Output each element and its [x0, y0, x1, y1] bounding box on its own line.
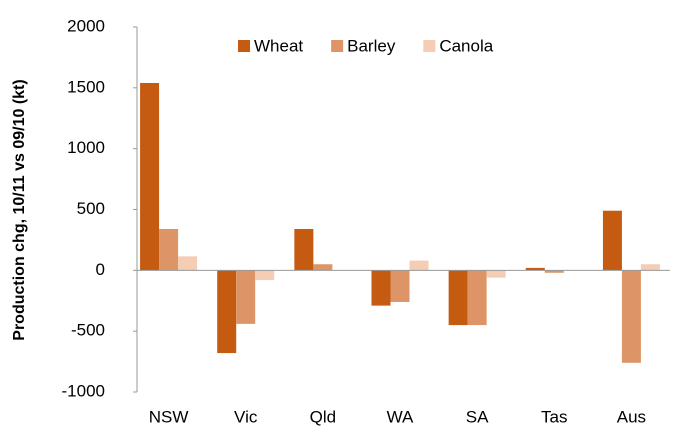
x-tick-label: Tas	[541, 407, 567, 426]
bar	[602, 210, 622, 271]
bar	[159, 228, 179, 271]
y-tick-label: -500	[71, 321, 105, 340]
legend-label: Wheat	[254, 36, 303, 55]
y-tick-label: 500	[77, 199, 105, 218]
bar	[294, 228, 314, 271]
bar	[486, 270, 506, 278]
y-axis-label: Production chg, 10/11 vs 09/10 (kt)	[11, 79, 28, 340]
x-tick-label: Qld	[310, 407, 336, 426]
bar	[178, 256, 198, 271]
bar	[409, 260, 429, 271]
legend-swatch	[423, 40, 436, 52]
y-tick-label: -1000	[62, 381, 105, 400]
bar	[140, 82, 160, 271]
bar	[544, 270, 564, 273]
bar	[448, 270, 468, 326]
bar	[236, 270, 256, 324]
bar	[621, 270, 641, 363]
bar	[255, 270, 275, 281]
bar	[313, 264, 333, 271]
x-tick-label: SA	[466, 407, 489, 426]
x-tick-label: WA	[387, 407, 414, 426]
legend-swatch	[331, 40, 344, 52]
legend-swatch	[238, 40, 250, 52]
bar	[371, 270, 391, 306]
y-tick-label: 1000	[67, 138, 105, 157]
x-tick-label: Vic	[234, 407, 258, 426]
y-tick-label: 1500	[67, 77, 105, 96]
bar	[390, 270, 410, 302]
x-tick-label: NSW	[149, 407, 189, 426]
x-tick-label: Aus	[617, 407, 646, 426]
legend-label: Barley	[347, 36, 396, 55]
bar	[640, 264, 660, 271]
bar	[217, 270, 237, 354]
y-tick-label: 2000	[67, 16, 105, 35]
legend-label: Canola	[439, 36, 493, 55]
bar	[525, 267, 545, 271]
y-tick-label: 0	[96, 260, 105, 279]
bar	[467, 270, 487, 326]
